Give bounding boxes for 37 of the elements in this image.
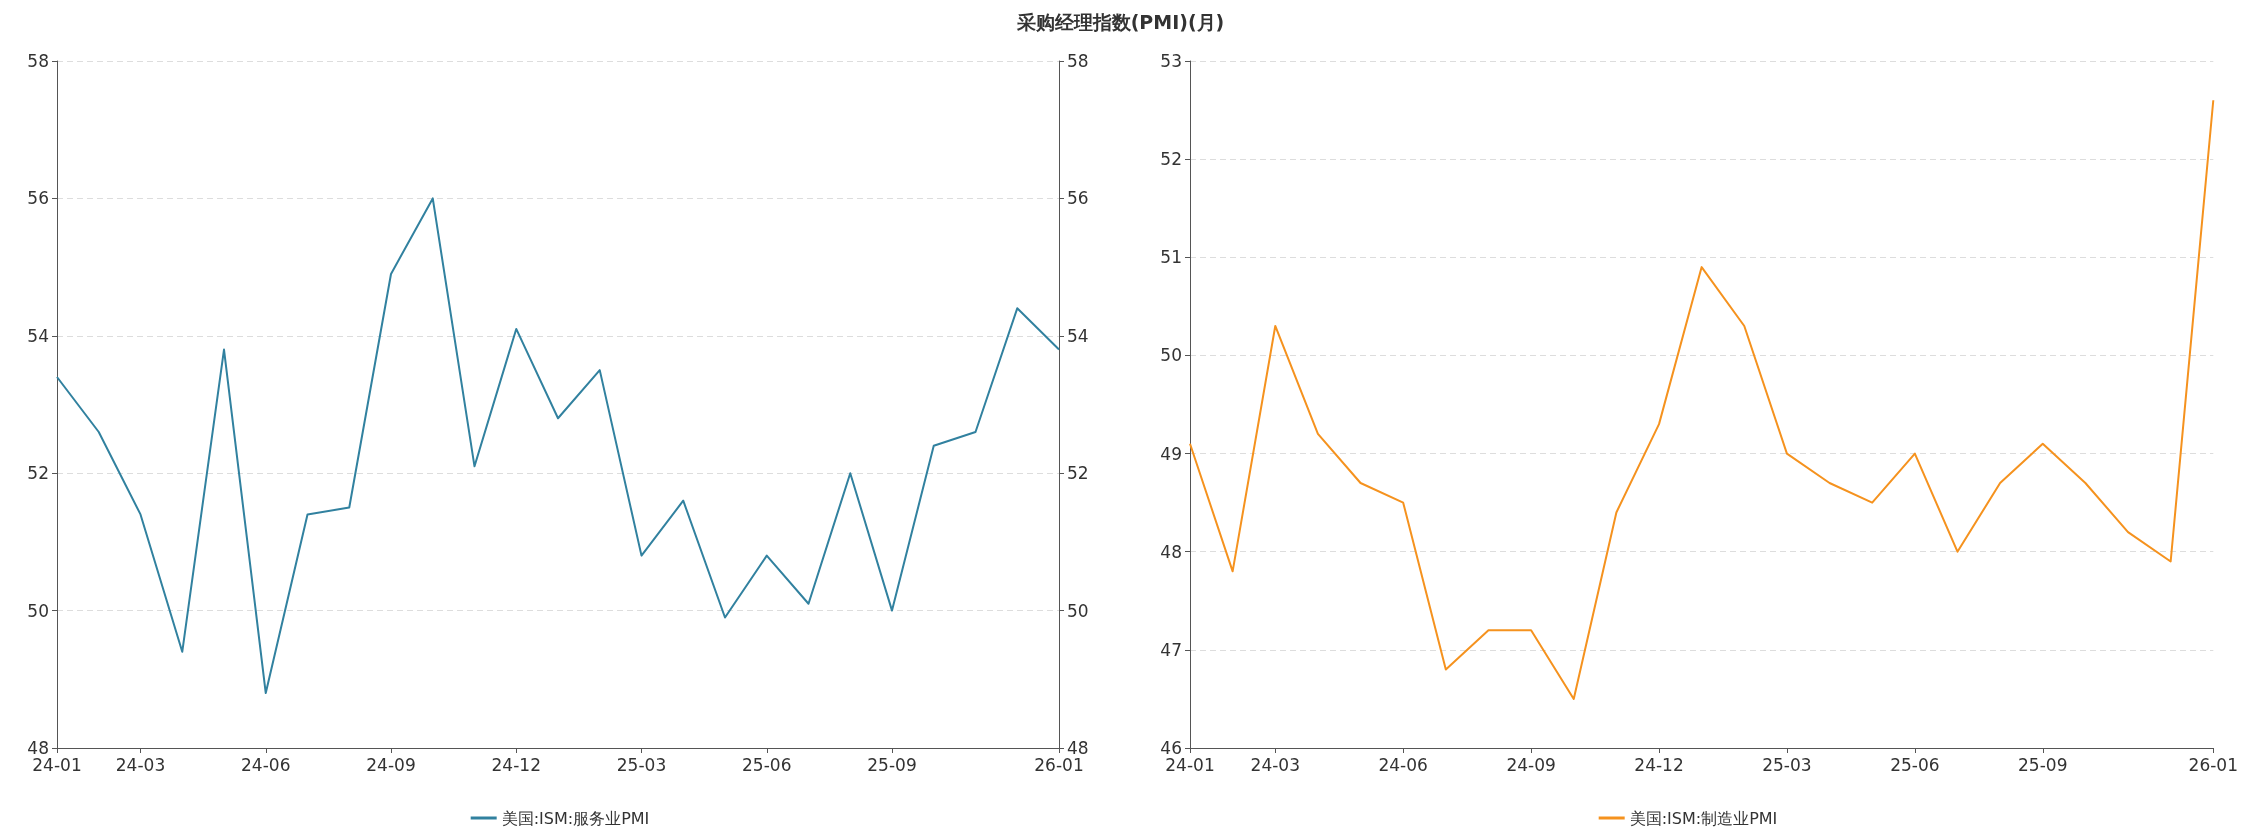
y2-tick-label: 52 bbox=[1067, 463, 1089, 484]
line-series bbox=[1189, 99, 2215, 700]
y-tick-label: 50 bbox=[27, 600, 49, 621]
x-tick-label: 24-09 bbox=[366, 754, 416, 775]
x-tick-label: 24-09 bbox=[1506, 754, 1556, 775]
y-tick-label: 58 bbox=[27, 51, 49, 71]
y2-tick-label: 58 bbox=[1067, 51, 1089, 71]
x-tick-label: 24-12 bbox=[491, 754, 541, 775]
x-tick-label: 24-03 bbox=[115, 754, 166, 775]
y2-tick-label: 56 bbox=[1067, 188, 1089, 209]
x-tick-label: 25-09 bbox=[867, 754, 917, 775]
y-tick-label: 51 bbox=[1160, 247, 1182, 268]
y-tick-label: 53 bbox=[1160, 51, 1182, 71]
x-tick-label: 24-06 bbox=[241, 754, 291, 775]
x-tick-label: 24-06 bbox=[1378, 754, 1428, 775]
x-tick-label: 25-06 bbox=[1890, 754, 1940, 775]
line-series bbox=[56, 197, 1060, 695]
y-tick-label: 56 bbox=[27, 188, 49, 209]
x-tick-label: 26-01 bbox=[2188, 754, 2238, 775]
y2-tick-label: 54 bbox=[1067, 325, 1089, 346]
y-tick-label: 52 bbox=[1160, 149, 1182, 170]
x-tick-label: 24-03 bbox=[1250, 754, 1300, 775]
x-tick-label: 25-03 bbox=[1762, 754, 1812, 775]
y-tick-label: 49 bbox=[1160, 443, 1182, 464]
x-tick-label: 25-06 bbox=[742, 754, 792, 775]
x-tick-label: 25-03 bbox=[616, 754, 667, 775]
y-tick-label: 50 bbox=[1160, 345, 1182, 366]
y-tick-label: 48 bbox=[1160, 541, 1182, 562]
text: 采购经理指数(PMI)(月) bbox=[1015, 10, 1226, 35]
legend-label: 美国:ISM:服务业PMI bbox=[501, 808, 650, 828]
x-tick-label: 25-09 bbox=[2018, 754, 2068, 775]
legend-label: 美国:ISM:制造业PMI bbox=[1629, 808, 1778, 828]
y-tick-label: 52 bbox=[27, 463, 49, 484]
y2-tick-label: 50 bbox=[1067, 600, 1089, 621]
x-tick-label: 24-12 bbox=[1634, 754, 1684, 775]
y-tick-label: 47 bbox=[1160, 639, 1182, 660]
y-tick-label: 54 bbox=[27, 325, 49, 346]
